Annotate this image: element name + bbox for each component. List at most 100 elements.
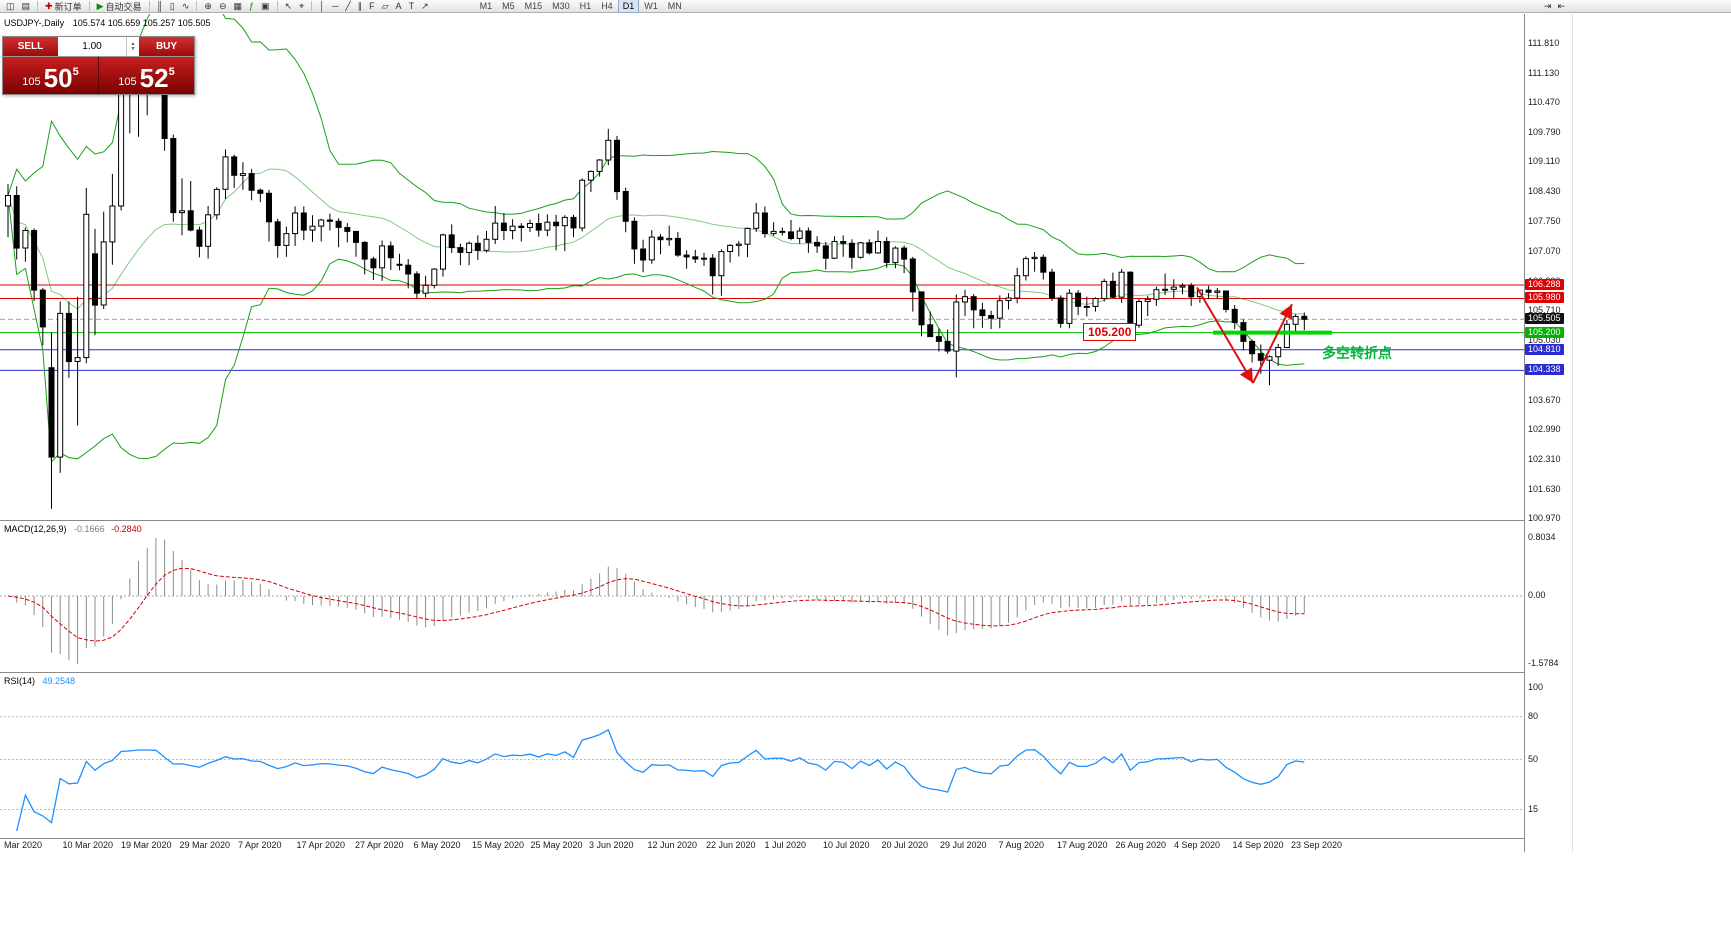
zoom-out-icon[interactable]: ⊖ bbox=[216, 0, 230, 12]
volume-up-icon[interactable]: ▲ bbox=[130, 40, 136, 47]
timeframe-mn[interactable]: MN bbox=[667, 1, 682, 11]
time-axis-label: 10 Mar 2020 bbox=[62, 840, 114, 850]
trend-arrow-2[interactable] bbox=[1252, 303, 1293, 384]
horizontal-line-icon[interactable]: ─ bbox=[329, 0, 341, 12]
one-click-trading-panel: SELL 1.00 ▲ ▼ BUY 105 50 5 105 52 5 bbox=[2, 36, 195, 95]
bar-chart-icon[interactable]: ║ bbox=[154, 0, 166, 12]
rsi-scale-label: 100 bbox=[1528, 682, 1544, 692]
ask-big-digits: 52 bbox=[139, 63, 169, 93]
templates-icon: ▣ bbox=[261, 0, 270, 11]
horizontal-line-icon: ─ bbox=[331, 0, 339, 11]
price-marker-104.810: 104.810 bbox=[1525, 343, 1564, 355]
rsi-value: 49.2548 bbox=[42, 676, 76, 686]
price-scale-label: 102.990 bbox=[1528, 424, 1561, 435]
auto-scroll-icon[interactable]: ⇥ bbox=[1543, 0, 1552, 11]
channel-icon[interactable]: ∥ bbox=[355, 0, 366, 12]
label-icon[interactable]: T bbox=[406, 0, 418, 12]
chart-profiles-icon[interactable]: ▤ bbox=[19, 0, 34, 12]
tile-windows-icon[interactable]: ▦ bbox=[231, 0, 246, 12]
price-scale-label: 110.470 bbox=[1528, 96, 1560, 107]
volume-field[interactable]: 1.00 ▲ ▼ bbox=[58, 37, 139, 56]
timeframe-m30[interactable]: M30 bbox=[552, 1, 570, 11]
price-marker-105.505: 105.505 bbox=[1525, 313, 1564, 325]
shapes-icon[interactable]: ▱ bbox=[379, 0, 392, 12]
timeframe-d1[interactable]: D1 bbox=[617, 0, 640, 13]
volume-value[interactable]: 1.00 bbox=[82, 41, 102, 52]
channel-icon: ∥ bbox=[357, 0, 363, 11]
rsi-panel[interactable] bbox=[0, 672, 1524, 839]
price-scale-label: 109.790 bbox=[1528, 126, 1561, 137]
ask-price-button[interactable]: 105 52 5 bbox=[99, 57, 194, 94]
vertical-line-icon[interactable]: │ bbox=[316, 0, 328, 12]
indicators-icon: ƒ bbox=[249, 0, 255, 11]
text-icon: A bbox=[395, 0, 402, 11]
time-axis-label: 23 Sep 2020 bbox=[1291, 840, 1343, 850]
price-scale-label: 103.670 bbox=[1528, 394, 1561, 405]
fibonacci-icon[interactable]: F bbox=[366, 0, 378, 12]
price-chart[interactable] bbox=[0, 14, 1524, 520]
bollinger-lower-band bbox=[7, 195, 1305, 463]
bar-chart-icon: ║ bbox=[156, 0, 163, 11]
volume-stepper[interactable]: ▲ ▼ bbox=[126, 37, 139, 56]
new-chart-icon: ◫ bbox=[6, 0, 15, 11]
time-axis-label: 29 Jul 2020 bbox=[940, 840, 987, 850]
crosshair-icon[interactable]: ⌖ bbox=[296, 0, 307, 12]
price-scale-label: 100.970 bbox=[1528, 513, 1561, 523]
time-axis-label: 4 Sep 2020 bbox=[1174, 840, 1221, 850]
rsi-scale-label: 50 bbox=[1528, 753, 1539, 764]
price-annotation-105200[interactable]: 105.200 bbox=[1083, 323, 1137, 341]
chart-profiles-icon: ▤ bbox=[21, 0, 31, 11]
buy-button[interactable]: BUY bbox=[139, 37, 194, 56]
rsi-scale-label: 15 bbox=[1528, 803, 1539, 814]
trendline-icon[interactable]: ╱ bbox=[342, 0, 353, 12]
cursor-icon[interactable]: ↖ bbox=[282, 0, 296, 12]
timeframe-h1[interactable]: H1 bbox=[579, 1, 592, 11]
toolbar-separator bbox=[37, 1, 39, 11]
candlestick-chart-icon[interactable]: ▯ bbox=[167, 0, 178, 12]
indicators-icon[interactable]: ƒ bbox=[246, 0, 257, 12]
timeframe-h4[interactable]: H4 bbox=[601, 1, 613, 11]
autotrading-button-label: 自动交易 bbox=[105, 1, 142, 12]
macd-scale-label: 0.8034 bbox=[1528, 532, 1556, 542]
label-icon: T bbox=[408, 0, 415, 11]
time-axis-label: 15 May 2020 bbox=[472, 840, 525, 850]
timeframe-m1[interactable]: M1 bbox=[479, 1, 493, 11]
time-axis-label: Mar 2020 bbox=[4, 840, 43, 850]
zoom-in-icon[interactable]: ⊕ bbox=[201, 0, 215, 12]
macd-scale-label: 0.00 bbox=[1528, 589, 1546, 600]
macd-scale-label: -1.5784 bbox=[1528, 658, 1559, 668]
arrows-icon[interactable]: ↗ bbox=[418, 0, 432, 12]
macd-signal-value: -0.2840 bbox=[111, 524, 142, 534]
bollinger-upper-band bbox=[7, 14, 1305, 273]
zoom-in-icon: ⊕ bbox=[204, 0, 212, 11]
autotrading-button[interactable]: ▶ 自动交易 bbox=[94, 0, 145, 12]
vertical-line-icon: │ bbox=[319, 0, 325, 11]
volume-down-icon[interactable]: ▼ bbox=[130, 45, 136, 52]
sell-button[interactable]: SELL bbox=[3, 37, 58, 56]
templates-icon[interactable]: ▣ bbox=[258, 0, 273, 12]
window-empty-area bbox=[1572, 14, 1731, 852]
price-scale-label: 105.710 bbox=[1528, 305, 1561, 316]
bid-price-button[interactable]: 105 50 5 bbox=[3, 57, 99, 94]
line-chart-icon: ∿ bbox=[181, 0, 190, 11]
time-axis-label: 1 Jul 2020 bbox=[764, 840, 807, 850]
chart-shift-icon[interactable]: ⇤ bbox=[1557, 0, 1565, 11]
macd-panel[interactable] bbox=[0, 520, 1524, 673]
macd-histogram bbox=[16, 538, 1305, 664]
zoom-out-icon: ⊖ bbox=[218, 0, 227, 11]
new-order-button[interactable]: ✚ 新订单 bbox=[42, 0, 85, 12]
time-axis-label: 3 Jun 2020 bbox=[589, 840, 634, 850]
timeframe-m5[interactable]: M5 bbox=[502, 1, 515, 11]
rsi-line bbox=[16, 728, 1305, 832]
turning-point-text[interactable]: 多空转折点 bbox=[1322, 345, 1392, 361]
bid-prefix: 105 bbox=[22, 76, 41, 88]
rsi-scale-label: 80 bbox=[1528, 710, 1539, 721]
line-chart-icon[interactable]: ∿ bbox=[179, 0, 193, 12]
timeframe-m15[interactable]: M15 bbox=[524, 1, 543, 11]
timeframe-w1[interactable]: W1 bbox=[644, 1, 658, 11]
new-chart-icon[interactable]: ◫ bbox=[3, 0, 18, 12]
cursor-icon: ↖ bbox=[284, 0, 293, 11]
text-icon[interactable]: A bbox=[393, 0, 405, 12]
trend-arrow-1[interactable] bbox=[1196, 286, 1254, 384]
